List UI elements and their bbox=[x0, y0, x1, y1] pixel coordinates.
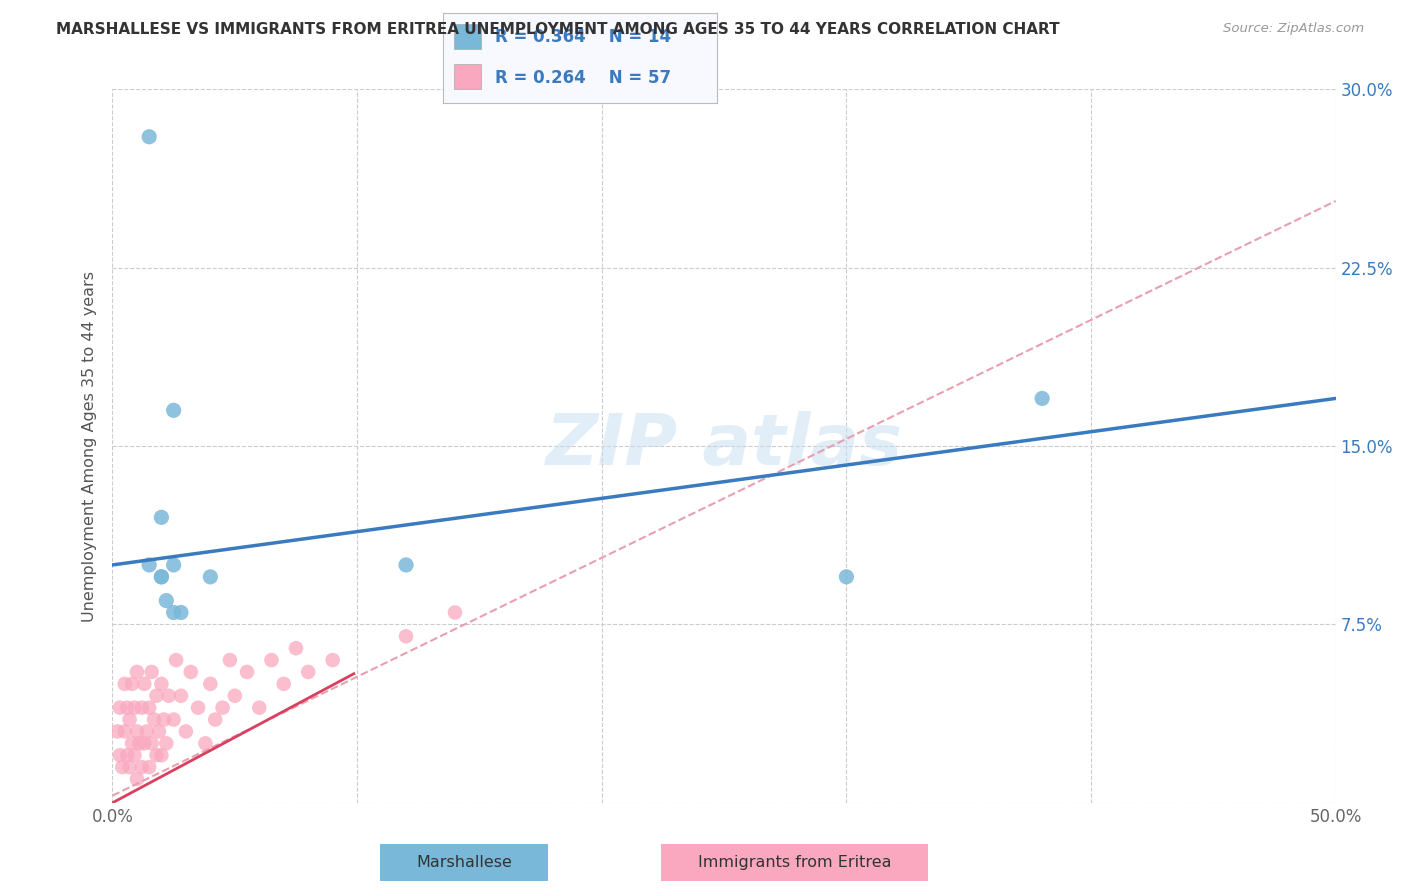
Point bbox=[180, 665, 202, 679]
Point bbox=[200, 570, 222, 584]
Point bbox=[155, 736, 177, 750]
Point bbox=[115, 700, 138, 714]
Point bbox=[108, 748, 131, 763]
Point bbox=[105, 724, 128, 739]
Point bbox=[165, 653, 187, 667]
Point bbox=[134, 677, 156, 691]
Point bbox=[121, 677, 143, 691]
Point bbox=[114, 724, 136, 739]
Point bbox=[124, 748, 146, 763]
Point bbox=[148, 724, 170, 739]
Point bbox=[138, 558, 160, 572]
Point bbox=[260, 653, 283, 667]
Point bbox=[135, 724, 157, 739]
Point bbox=[125, 724, 148, 739]
Point bbox=[163, 713, 186, 727]
Point bbox=[236, 665, 259, 679]
Text: MARSHALLESE VS IMMIGRANTS FROM ERITREA UNEMPLOYMENT AMONG AGES 35 TO 44 YEARS CO: MARSHALLESE VS IMMIGRANTS FROM ERITREA U… bbox=[56, 22, 1060, 37]
Point bbox=[170, 606, 193, 620]
Point bbox=[150, 570, 173, 584]
Point bbox=[141, 665, 163, 679]
Text: Marshallese: Marshallese bbox=[416, 855, 512, 870]
Text: Immigrants from Eritrea: Immigrants from Eritrea bbox=[697, 855, 891, 870]
Text: R = 0.364    N = 14: R = 0.364 N = 14 bbox=[495, 29, 671, 46]
Point bbox=[121, 736, 143, 750]
Point bbox=[118, 713, 141, 727]
Point bbox=[114, 677, 136, 691]
Point bbox=[115, 748, 138, 763]
Point bbox=[128, 736, 150, 750]
Point bbox=[187, 700, 209, 714]
Point bbox=[124, 700, 146, 714]
Point bbox=[111, 760, 134, 774]
Point bbox=[835, 570, 858, 584]
Point bbox=[444, 606, 467, 620]
Point bbox=[194, 736, 217, 750]
Point bbox=[219, 653, 242, 667]
Point bbox=[273, 677, 295, 691]
Point bbox=[200, 677, 222, 691]
Point bbox=[125, 665, 148, 679]
Point bbox=[145, 748, 167, 763]
Point bbox=[118, 760, 141, 774]
Point bbox=[224, 689, 246, 703]
Point bbox=[150, 510, 173, 524]
Text: R = 0.264    N = 57: R = 0.264 N = 57 bbox=[495, 69, 671, 87]
Bar bbox=[454, 64, 481, 89]
Bar bbox=[454, 24, 481, 49]
Point bbox=[284, 641, 308, 656]
Point bbox=[395, 558, 418, 572]
Point bbox=[131, 700, 153, 714]
Point bbox=[163, 403, 186, 417]
Point bbox=[155, 593, 177, 607]
Text: ZIP atlas: ZIP atlas bbox=[546, 411, 903, 481]
Point bbox=[138, 700, 160, 714]
Point bbox=[153, 713, 176, 727]
Text: Source: ZipAtlas.com: Source: ZipAtlas.com bbox=[1223, 22, 1364, 36]
Point bbox=[125, 772, 148, 786]
Point bbox=[150, 748, 173, 763]
Point bbox=[1031, 392, 1053, 406]
Point bbox=[163, 606, 186, 620]
Point bbox=[150, 570, 173, 584]
Point bbox=[204, 713, 226, 727]
Point bbox=[174, 724, 197, 739]
Point bbox=[138, 129, 160, 144]
Point bbox=[395, 629, 418, 643]
Point bbox=[108, 700, 131, 714]
Point bbox=[211, 700, 233, 714]
Point bbox=[163, 558, 186, 572]
Point bbox=[138, 760, 160, 774]
Point bbox=[297, 665, 319, 679]
Point bbox=[141, 736, 163, 750]
Point bbox=[322, 653, 344, 667]
Point bbox=[143, 713, 166, 727]
Y-axis label: Unemployment Among Ages 35 to 44 years: Unemployment Among Ages 35 to 44 years bbox=[82, 270, 97, 622]
Point bbox=[145, 689, 167, 703]
Point bbox=[150, 677, 173, 691]
Point bbox=[131, 760, 153, 774]
Point bbox=[247, 700, 270, 714]
Point bbox=[170, 689, 193, 703]
Point bbox=[134, 736, 156, 750]
Point bbox=[157, 689, 180, 703]
